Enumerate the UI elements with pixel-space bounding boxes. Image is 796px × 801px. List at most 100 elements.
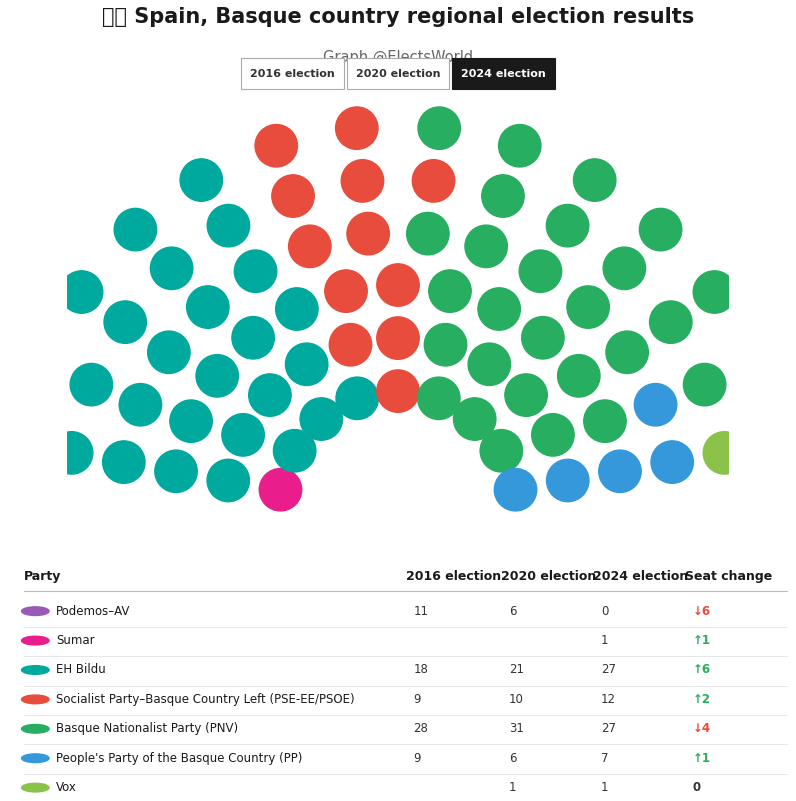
Circle shape [275,288,318,330]
FancyBboxPatch shape [452,58,555,90]
Circle shape [259,469,302,511]
Circle shape [21,754,49,763]
Text: Socialist Party–Basque Country Left (PSE-EE/PSOE): Socialist Party–Basque Country Left (PSE… [56,693,354,706]
Circle shape [150,248,193,289]
FancyBboxPatch shape [241,58,344,90]
Circle shape [412,159,455,202]
Circle shape [271,175,314,217]
Circle shape [650,301,692,344]
Circle shape [546,204,589,247]
Text: ↑1: ↑1 [693,634,711,647]
Circle shape [429,270,471,312]
Circle shape [274,429,316,472]
Text: 28: 28 [414,723,428,735]
Text: 10: 10 [509,693,524,706]
Circle shape [498,124,541,167]
Circle shape [639,208,682,251]
Text: 31: 31 [509,723,524,735]
Circle shape [21,724,49,733]
Text: 27: 27 [601,663,616,677]
Text: Seat change: Seat change [685,570,772,583]
Circle shape [494,469,537,511]
Circle shape [651,441,693,483]
Circle shape [480,429,522,472]
Circle shape [0,422,41,465]
Circle shape [186,286,229,328]
Circle shape [599,450,641,493]
Circle shape [248,374,291,417]
Circle shape [478,288,521,330]
Text: 1: 1 [509,781,517,794]
Text: Party: Party [24,570,61,583]
Circle shape [147,331,190,373]
Circle shape [60,271,103,313]
Circle shape [407,212,449,255]
Circle shape [693,271,736,313]
Circle shape [573,159,616,201]
Circle shape [606,331,649,373]
Circle shape [234,250,277,292]
Circle shape [21,636,49,645]
Text: 12: 12 [601,693,616,706]
Circle shape [532,413,574,456]
Text: 11: 11 [414,605,428,618]
Text: EH Bildu: EH Bildu [56,663,106,677]
Circle shape [21,666,49,674]
Circle shape [300,398,342,441]
Circle shape [347,212,389,255]
Circle shape [521,316,564,359]
Text: ↑1: ↑1 [693,751,711,765]
Text: Podemos–AV: Podemos–AV [56,605,131,618]
Circle shape [336,107,378,149]
Text: 9: 9 [414,693,421,706]
Text: 2016 election: 2016 election [406,570,501,583]
Circle shape [114,208,157,251]
Text: 27: 27 [601,723,616,735]
Text: 2020 election: 2020 election [501,570,597,583]
Text: 18: 18 [414,663,428,677]
Text: 1: 1 [601,634,608,647]
Text: ↓6: ↓6 [693,605,711,618]
Circle shape [684,364,726,406]
Text: 2024 election: 2024 election [593,570,689,583]
Text: 🇪🇸 Spain, Basque country regional election results: 🇪🇸 Spain, Basque country regional electi… [102,6,694,26]
Text: 6: 6 [509,605,517,618]
Circle shape [454,398,496,441]
Circle shape [519,250,562,292]
Circle shape [104,301,146,344]
Circle shape [289,225,331,268]
Circle shape [557,355,600,397]
Circle shape [170,400,213,442]
Text: ↑6: ↑6 [693,663,711,677]
Circle shape [255,124,298,167]
Text: Graph @ElectsWorld: Graph @ElectsWorld [323,50,473,65]
Circle shape [341,159,384,202]
Text: 21: 21 [509,663,524,677]
Circle shape [505,374,548,417]
Circle shape [377,317,419,360]
Circle shape [286,343,328,385]
Circle shape [232,316,275,359]
Text: Basque Nationalist Party (PNV): Basque Nationalist Party (PNV) [56,723,238,735]
Circle shape [21,695,49,704]
Circle shape [755,422,796,465]
Text: 0: 0 [601,605,608,618]
Circle shape [377,264,419,306]
Text: People's Party of the Basque Country (PP): People's Party of the Basque Country (PP… [56,751,302,765]
Text: 2016 election: 2016 election [250,69,335,78]
Circle shape [207,459,249,501]
Circle shape [21,607,49,615]
Circle shape [603,248,646,289]
Text: 9: 9 [414,751,421,765]
Circle shape [465,225,507,268]
Circle shape [377,370,419,413]
Circle shape [50,432,93,474]
Circle shape [21,783,49,792]
Circle shape [547,459,589,501]
Circle shape [418,377,460,420]
Circle shape [418,107,460,149]
Circle shape [330,324,372,366]
Circle shape [583,400,626,442]
Text: 2024 election: 2024 election [461,69,546,78]
FancyBboxPatch shape [346,58,450,90]
